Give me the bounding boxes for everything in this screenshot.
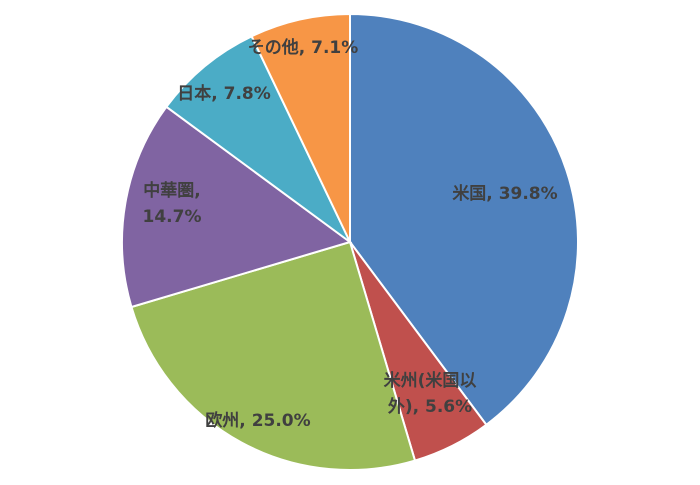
slice-label-line: その他, 7.1% <box>248 37 359 58</box>
slice-label-line: 外), 5.6% <box>388 396 472 417</box>
slice-label-5: 日本, 7.8% <box>177 83 271 104</box>
pie-slice-1 <box>349 12 579 427</box>
slice-label-line: 中華圏, <box>143 180 200 201</box>
slice-label-1: 米国, 39.8% <box>452 183 557 204</box>
pie-slice-5 <box>164 34 351 243</box>
pie-slice-3 <box>130 240 417 471</box>
slice-label-line: 14.7% <box>143 207 202 227</box>
slice-label-line: 欧州, 25.0% <box>205 410 310 431</box>
pie-slices <box>121 12 579 471</box>
pie-slice-6 <box>250 12 351 243</box>
slice-label-2: 米州(米国以外), 5.6% <box>384 370 477 417</box>
slice-label-line: 米国, 39.8% <box>452 183 557 204</box>
pie-slice-4 <box>121 105 353 309</box>
slice-label-line: 日本, 7.8% <box>177 83 271 104</box>
slice-label-line: 米州(米国以 <box>384 370 477 391</box>
pie-labels: 米国, 39.8% 米州(米国以外), 5.6% 欧州, 25.0% 中華圏, 14.7… <box>143 37 558 431</box>
slice-label-6: その他, 7.1% <box>248 37 359 58</box>
slice-label-3: 欧州, 25.0% <box>205 410 310 431</box>
slice-label-4: 中華圏, 14.7% <box>143 180 202 227</box>
